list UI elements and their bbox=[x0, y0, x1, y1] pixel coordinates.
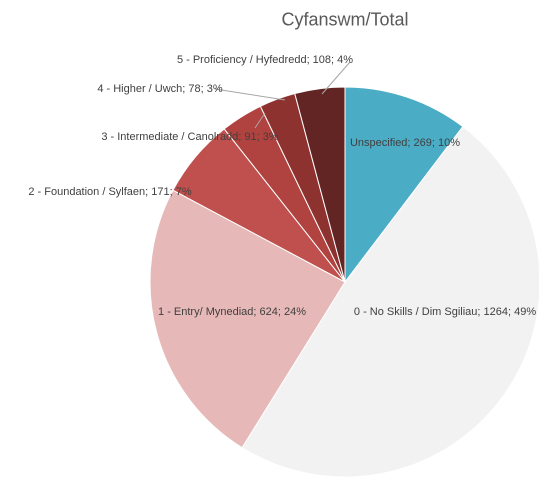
data-label: 3 - Intermediate / Canolradd; 91; 3% bbox=[101, 131, 279, 143]
leader-line bbox=[254, 112, 266, 129]
pie-slice bbox=[241, 125, 539, 478]
data-label: 2 - Foundation / Sylfaen; 171; 7% bbox=[28, 186, 192, 198]
chart-title: Cyfanswm/Total bbox=[281, 9, 409, 30]
data-label: 4 - Higher / Uwch; 78; 3% bbox=[97, 83, 223, 95]
data-label: 0 - No Skills / Dim Sgiliau; 1264; 49% bbox=[353, 306, 537, 318]
pie-slice bbox=[149, 189, 346, 449]
pie-slice bbox=[344, 86, 464, 284]
data-label: 1 - Entry/ Mynediad; 624; 24% bbox=[158, 306, 306, 318]
data-label: Unspecified; 269; 10% bbox=[349, 137, 461, 149]
leader-line bbox=[214, 88, 286, 101]
data-label: 5 - Proficiency / Hyfedredd; 108; 4% bbox=[176, 54, 354, 66]
leader-line bbox=[321, 61, 351, 95]
pie-slice bbox=[294, 86, 346, 283]
